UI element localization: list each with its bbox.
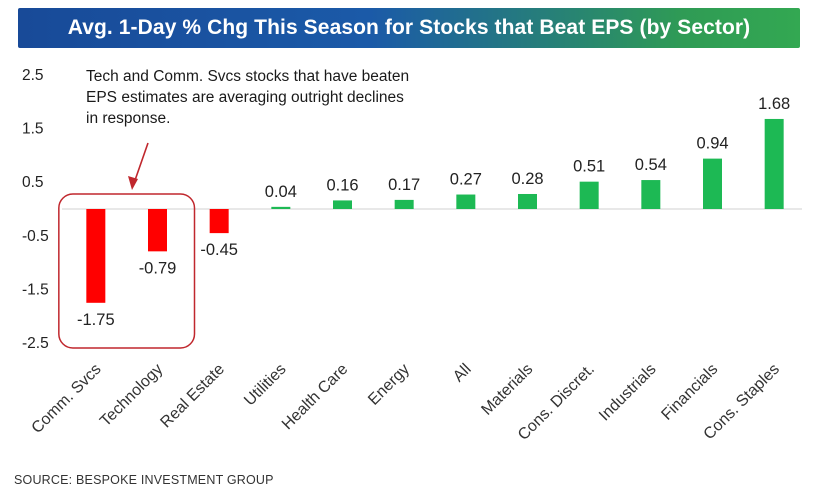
arrow-head	[128, 176, 138, 190]
value-labels-group: -1.75 -0.79 -0.45 0.04 0.16 0.17 0.27 0.28 0.51 0…	[77, 95, 790, 329]
category-label-energy: Energy	[365, 361, 413, 409]
value-label-utilities: 0.04	[265, 183, 297, 201]
bar-cons-staples	[764, 118, 784, 209]
bar-materials	[518, 193, 537, 209]
bar-energy	[394, 199, 414, 209]
callout-box	[58, 193, 196, 349]
y-tick-label: 2.5	[22, 67, 44, 84]
value-label-comm-svcs: -1.75	[77, 311, 115, 329]
value-label-financials: 0.94	[696, 135, 728, 153]
category-label-technology: Technology	[97, 361, 166, 430]
value-label-cons-discret: 0.51	[573, 158, 605, 176]
bar-chart: 2.5 1.5 0.5 -0.5 -1.5 -2.5 -1.75 -0.79 -0.45 0.0…	[22, 67, 802, 444]
y-tick-label: 1.5	[22, 121, 44, 138]
annotation-text: Tech and Comm. Svcs stocks that have bea…	[86, 68, 410, 127]
bar-health-care	[333, 200, 352, 209]
source-credit: SOURCE: BESPOKE INVESTMENT GROUP	[14, 473, 274, 487]
category-label-health-care: Health Care	[279, 361, 351, 433]
bar-financials	[703, 158, 722, 209]
value-label-technology: -0.79	[139, 259, 177, 277]
bar-utilities	[271, 206, 291, 209]
y-tick-label: -1.5	[22, 281, 49, 298]
value-label-all: 0.27	[450, 171, 482, 189]
bars-group	[86, 118, 784, 303]
bar-industrials	[641, 180, 661, 209]
callout-arrow	[128, 142, 149, 190]
category-label-financials: Financials	[658, 361, 721, 424]
bar-comm-svcs	[86, 209, 106, 303]
bar-all	[456, 194, 476, 209]
y-tick-label: -2.5	[22, 335, 49, 352]
value-label-cons-staples: 1.68	[758, 95, 790, 113]
y-axis-ticks: 2.5 1.5 0.5 -0.5 -1.5 -2.5	[22, 67, 49, 352]
category-label-utilities: Utilities	[241, 361, 289, 409]
category-label-comm-svcs: Comm. Svcs	[29, 361, 105, 437]
value-label-real-estate: -0.45	[200, 241, 238, 259]
bar-technology	[148, 209, 167, 252]
value-label-health-care: 0.16	[326, 176, 358, 194]
category-label-all: All	[450, 361, 475, 386]
category-label-industrials: Industrials	[596, 361, 660, 425]
y-tick-label: -0.5	[22, 228, 49, 245]
chart-title: Avg. 1-Day % Chg This Season for Stocks …	[67, 16, 751, 39]
bar-cons-discret	[579, 181, 599, 209]
chart-title-bar: Avg. 1-Day % Chg This Season for Stocks …	[18, 8, 800, 48]
value-label-energy: 0.17	[388, 176, 420, 194]
category-label-real-estate: Real Estate	[157, 361, 228, 432]
chart-frame: Avg. 1-Day % Chg This Season for Stocks …	[18, 8, 802, 444]
category-label-materials: Materials	[478, 361, 536, 419]
y-tick-label: 0.5	[22, 174, 44, 191]
value-label-industrials: 0.54	[635, 156, 667, 174]
bar-real-estate	[209, 209, 229, 234]
value-label-materials: 0.28	[511, 170, 543, 188]
